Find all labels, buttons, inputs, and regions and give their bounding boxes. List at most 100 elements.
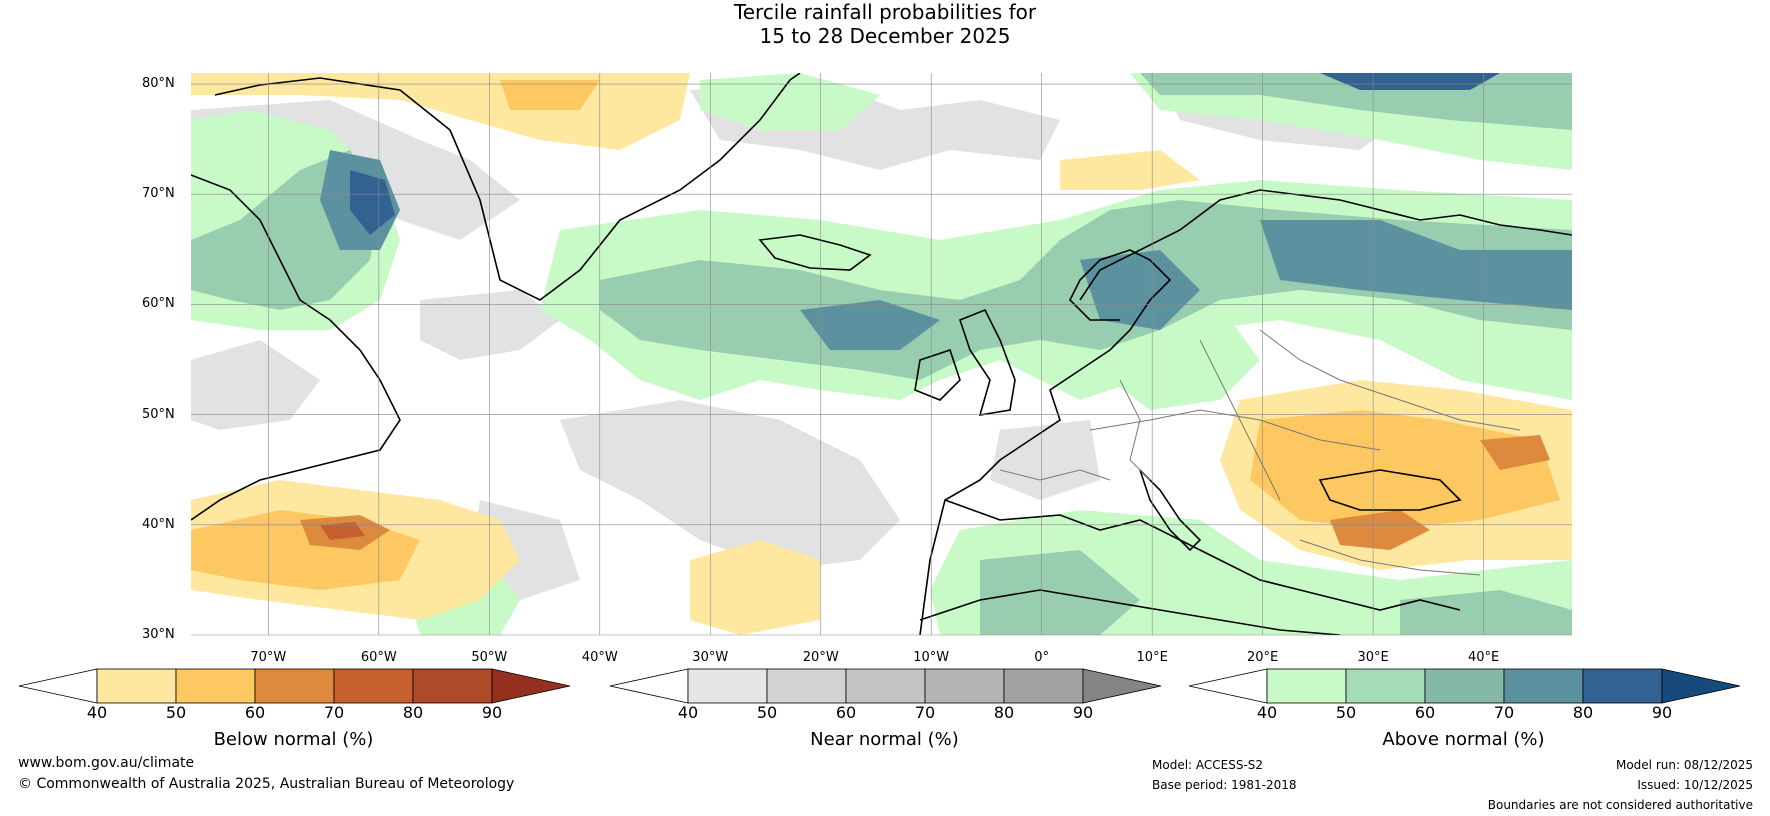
scandinavia-coast bbox=[1079, 189, 1572, 301]
latitude-label: 80°N bbox=[142, 76, 175, 92]
base-period-text: Base period: 1981-2018 bbox=[1152, 778, 1297, 792]
colorbar-tick-label: 40 bbox=[1256, 703, 1278, 722]
above-normal-region bbox=[1260, 220, 1572, 310]
near-normal-region bbox=[560, 400, 900, 570]
colorbar-segment bbox=[845, 668, 926, 704]
colorbar-tick-label: 60 bbox=[835, 703, 857, 722]
colorbar-segment bbox=[333, 668, 414, 704]
colorbar-title: Above normal (%) bbox=[1382, 729, 1545, 750]
colorbar bbox=[1188, 668, 1741, 704]
colorbar-tick-label: 40 bbox=[677, 703, 699, 722]
country-border bbox=[1259, 329, 1521, 431]
longitude-label: 70°W bbox=[250, 650, 287, 665]
colorbar-segment bbox=[1266, 668, 1347, 704]
above-normal-region bbox=[800, 300, 940, 350]
above-normal-region bbox=[1320, 73, 1500, 90]
longitude-label: 60°W bbox=[360, 650, 397, 665]
longitude-label: 20°W bbox=[802, 650, 839, 665]
black-sea-coast bbox=[1318, 469, 1462, 511]
colorbar-segment bbox=[766, 668, 847, 704]
longitude-label: 20°E bbox=[1247, 650, 1279, 665]
copyright-text: © Commonwealth of Australia 2025, Austra… bbox=[18, 776, 515, 792]
above-normal-region bbox=[1400, 590, 1572, 635]
colorbar-segment bbox=[687, 668, 768, 704]
title-line-1: Tercile rainfall probabilities for bbox=[733, 0, 1037, 24]
colorbar-tick-label: 70 bbox=[1493, 703, 1515, 722]
colorbar-tick-label: 60 bbox=[1414, 703, 1436, 722]
colorbar bbox=[609, 668, 1162, 704]
colorbar-tick-label: 80 bbox=[993, 703, 1015, 722]
colorbar-tick-label: 80 bbox=[402, 703, 424, 722]
below-normal-region bbox=[690, 540, 820, 635]
graticule bbox=[191, 73, 1572, 636]
colorbar-segment bbox=[96, 668, 177, 704]
longitude-label: 40°E bbox=[1467, 650, 1500, 665]
colorbar-segment bbox=[1345, 668, 1426, 704]
ireland-coast bbox=[914, 348, 961, 401]
colorbar-tick-label: 70 bbox=[914, 703, 936, 722]
country-borders bbox=[999, 329, 1521, 576]
colorbar-min-extend bbox=[609, 668, 689, 704]
colorbar bbox=[18, 668, 571, 704]
latitude-label: 30°N bbox=[142, 627, 175, 642]
above-normal-region bbox=[700, 73, 880, 130]
iceland-coast bbox=[758, 234, 872, 271]
country-border bbox=[1199, 339, 1281, 501]
colorbar-tick-label: 50 bbox=[165, 703, 187, 722]
colorbar-tick-label: 80 bbox=[1572, 703, 1594, 722]
colorbar-tick-label: 40 bbox=[86, 703, 108, 722]
above-normal-region bbox=[1080, 250, 1200, 330]
britain-coast bbox=[959, 308, 1016, 416]
latitude-label: 50°N bbox=[142, 406, 175, 422]
above-normal-region bbox=[350, 170, 395, 235]
model-run-text: Model run: 08/12/2025 bbox=[1615, 758, 1753, 772]
country-border bbox=[999, 469, 1111, 481]
above-normal-region bbox=[1110, 320, 1260, 410]
colorbar-min-extend bbox=[18, 668, 98, 704]
issued-text: Issued: 10/12/2025 bbox=[1637, 778, 1753, 792]
chart-title: Tercile rainfall probabilities for 15 to… bbox=[0, 0, 1770, 48]
colorbar-title: Below normal (%) bbox=[213, 729, 374, 750]
longitude-label: 10°E bbox=[1136, 650, 1168, 665]
canada-coast bbox=[191, 174, 401, 521]
colorbar-segment bbox=[1424, 668, 1505, 704]
colorbar-max-extend bbox=[1661, 668, 1741, 704]
disclaimer-text: Boundaries are not considered authoritat… bbox=[1487, 798, 1753, 812]
country-border bbox=[1299, 539, 1481, 576]
below-normal-region bbox=[320, 522, 365, 540]
near-normal-region bbox=[191, 340, 320, 430]
latitude-label: 60°N bbox=[142, 296, 175, 312]
website-text: www.bom.gov.au/climate bbox=[18, 755, 195, 771]
map-plot bbox=[191, 73, 1572, 636]
colorbar-tick-label: 60 bbox=[244, 703, 266, 722]
colorbar-segment bbox=[175, 668, 256, 704]
colorbar-tick-label: 90 bbox=[1072, 703, 1094, 722]
colorbar-title: Near normal (%) bbox=[810, 729, 959, 750]
europe-coast bbox=[919, 249, 1172, 635]
coastlines bbox=[191, 73, 1572, 635]
colorbar-segment bbox=[1582, 668, 1663, 704]
colorbar-tick-label: 90 bbox=[481, 703, 503, 722]
longitude-label: 0° bbox=[1034, 650, 1050, 665]
north-africa-coast bbox=[919, 589, 1341, 635]
colorbar-segment bbox=[924, 668, 1005, 704]
below-normal-region bbox=[500, 80, 600, 110]
longitude-label: 50°W bbox=[471, 650, 508, 665]
colorbar-segment bbox=[1003, 668, 1084, 704]
colorbar-segment bbox=[412, 668, 493, 704]
italy-coast bbox=[1139, 469, 1202, 552]
below-normal-region bbox=[1480, 435, 1550, 470]
colorbar-segment bbox=[1503, 668, 1584, 704]
model-text: Model: ACCESS-S2 bbox=[1152, 758, 1264, 772]
colorbar-max-extend bbox=[1082, 668, 1162, 704]
colorbar-max-extend bbox=[491, 668, 571, 704]
longitude-label: 40°W bbox=[581, 650, 618, 665]
latitude-label: 40°N bbox=[142, 516, 175, 532]
colorbar-tick-label: 90 bbox=[1651, 703, 1673, 722]
colorbar-tick-label: 50 bbox=[756, 703, 778, 722]
longitude-label: 30°E bbox=[1357, 650, 1389, 665]
below-normal-region bbox=[1060, 150, 1200, 190]
longitude-label: 30°W bbox=[692, 650, 729, 665]
title-line-2: 15 to 28 December 2025 bbox=[759, 24, 1011, 48]
colorbar-tick-label: 70 bbox=[323, 703, 345, 722]
